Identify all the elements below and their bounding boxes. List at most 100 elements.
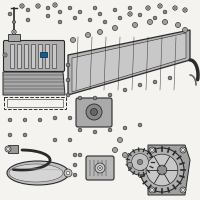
Circle shape xyxy=(182,27,188,32)
Circle shape xyxy=(173,6,177,10)
Circle shape xyxy=(183,8,187,12)
Circle shape xyxy=(58,20,62,24)
Circle shape xyxy=(87,34,89,36)
Bar xyxy=(24,44,28,68)
Circle shape xyxy=(12,30,16,34)
Circle shape xyxy=(103,20,107,24)
Circle shape xyxy=(73,153,77,157)
Bar xyxy=(45,44,49,68)
Circle shape xyxy=(184,9,186,11)
Circle shape xyxy=(68,6,72,10)
Circle shape xyxy=(118,16,122,20)
Circle shape xyxy=(123,88,127,92)
Circle shape xyxy=(93,6,97,10)
Circle shape xyxy=(149,187,155,193)
Circle shape xyxy=(123,126,127,130)
Circle shape xyxy=(182,189,184,191)
Circle shape xyxy=(53,3,57,7)
Circle shape xyxy=(158,4,162,8)
Circle shape xyxy=(23,118,27,122)
Polygon shape xyxy=(68,30,190,95)
Circle shape xyxy=(182,149,184,151)
FancyBboxPatch shape xyxy=(4,40,64,72)
Bar xyxy=(52,44,56,68)
Circle shape xyxy=(8,118,12,122)
Circle shape xyxy=(128,12,132,16)
FancyBboxPatch shape xyxy=(76,98,112,127)
Circle shape xyxy=(137,159,143,165)
Circle shape xyxy=(153,80,157,84)
Circle shape xyxy=(119,139,121,141)
Polygon shape xyxy=(3,72,65,95)
Circle shape xyxy=(124,154,126,156)
Circle shape xyxy=(99,167,101,169)
Bar xyxy=(10,44,14,68)
Circle shape xyxy=(164,21,166,23)
Circle shape xyxy=(138,83,142,87)
Circle shape xyxy=(73,173,77,177)
Circle shape xyxy=(66,63,70,67)
Circle shape xyxy=(128,162,132,168)
Bar xyxy=(17,44,21,68)
Circle shape xyxy=(93,96,97,100)
Circle shape xyxy=(88,18,92,22)
Polygon shape xyxy=(72,33,186,92)
Circle shape xyxy=(132,154,148,170)
Circle shape xyxy=(108,93,112,97)
Polygon shape xyxy=(148,145,190,195)
Circle shape xyxy=(98,166,102,170)
Circle shape xyxy=(174,7,176,9)
Circle shape xyxy=(66,171,70,175)
Circle shape xyxy=(68,138,72,142)
Circle shape xyxy=(149,147,155,153)
Circle shape xyxy=(58,10,62,14)
Circle shape xyxy=(5,146,11,152)
Circle shape xyxy=(8,12,12,16)
Circle shape xyxy=(151,149,153,151)
Circle shape xyxy=(98,166,102,170)
Circle shape xyxy=(146,6,150,10)
Bar xyxy=(31,44,35,68)
Circle shape xyxy=(98,29,102,34)
Circle shape xyxy=(163,10,167,14)
Circle shape xyxy=(46,6,50,10)
Circle shape xyxy=(37,5,39,7)
Circle shape xyxy=(184,29,186,31)
Circle shape xyxy=(78,10,82,14)
Circle shape xyxy=(108,128,112,132)
Circle shape xyxy=(26,8,30,12)
Circle shape xyxy=(134,24,136,26)
Circle shape xyxy=(72,39,74,41)
Circle shape xyxy=(23,133,27,137)
Circle shape xyxy=(3,53,7,57)
Circle shape xyxy=(95,163,105,173)
Circle shape xyxy=(78,153,82,157)
Circle shape xyxy=(129,164,131,166)
Circle shape xyxy=(127,149,153,175)
Bar xyxy=(40,52,47,57)
Circle shape xyxy=(148,20,153,24)
Circle shape xyxy=(138,13,142,17)
Circle shape xyxy=(153,16,157,20)
Circle shape xyxy=(176,22,180,27)
Circle shape xyxy=(93,130,97,134)
Circle shape xyxy=(78,96,82,100)
Bar xyxy=(8,145,18,153)
Circle shape xyxy=(53,138,57,142)
Circle shape xyxy=(146,154,178,186)
Bar xyxy=(8,34,20,41)
Circle shape xyxy=(180,187,186,193)
Circle shape xyxy=(128,6,132,10)
Circle shape xyxy=(26,18,30,22)
Circle shape xyxy=(99,31,101,33)
Circle shape xyxy=(86,104,102,120)
FancyBboxPatch shape xyxy=(86,156,114,180)
Circle shape xyxy=(132,22,138,27)
Circle shape xyxy=(113,8,117,12)
Circle shape xyxy=(53,116,57,120)
Circle shape xyxy=(73,16,77,20)
Circle shape xyxy=(112,25,118,30)
Circle shape xyxy=(140,148,184,192)
Circle shape xyxy=(147,7,149,9)
Circle shape xyxy=(66,93,70,97)
